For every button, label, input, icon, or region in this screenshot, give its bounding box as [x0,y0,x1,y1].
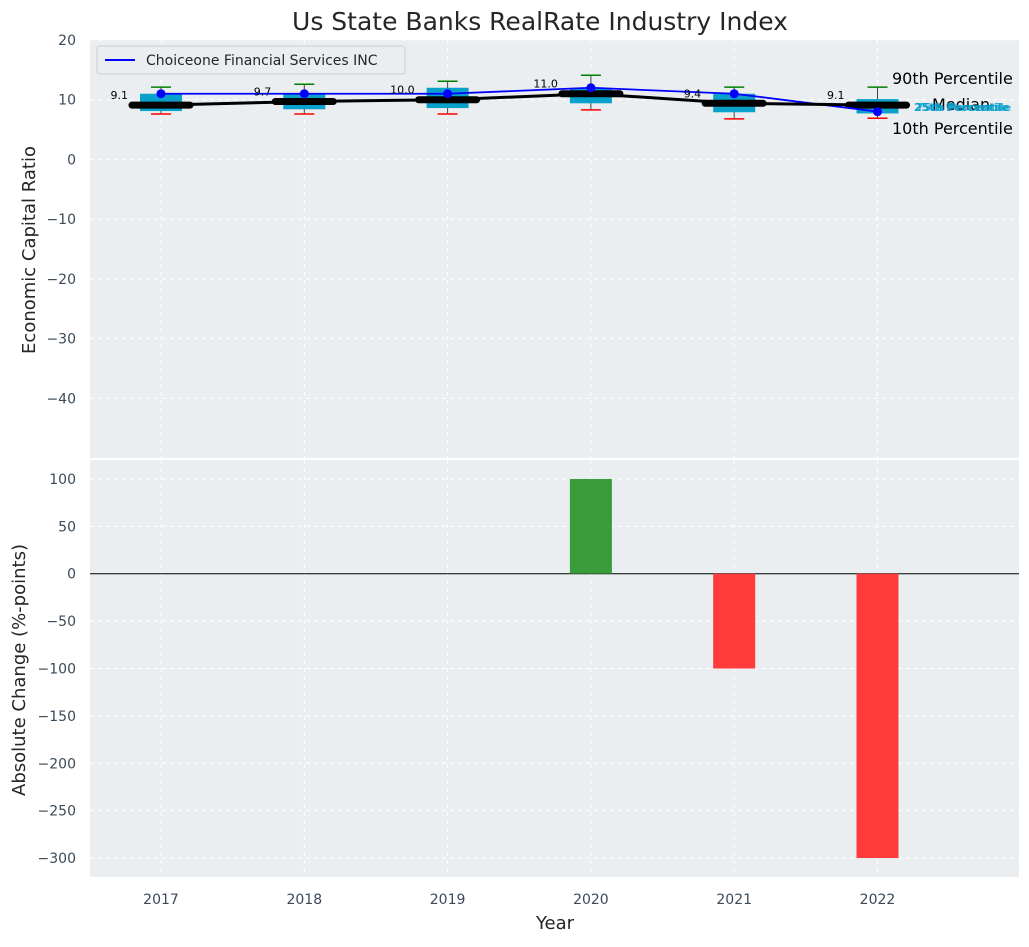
median-value-label: 9.4 [684,87,702,100]
chart-title: Us State Banks RealRate Industry Index [292,7,788,36]
bottom-y-tick-label: −100 [38,662,76,678]
x-tick-label: 2022 [860,892,896,908]
top-y-axis-label: Economic Capital Ratio [19,146,40,354]
top-y-tick-label: −10 [46,212,76,228]
marks-layer [90,74,1019,859]
bottom-y-tick-label: −50 [46,614,76,630]
text-layer: Us State Banks RealRate Industry Index E… [9,7,1013,934]
x-tick-label: 2018 [286,892,322,908]
bottom-y-tick-label: 50 [58,519,76,535]
series-point-choiceone [586,83,596,93]
median-value-label: 9.1 [111,89,129,102]
bottom-y-tick-label: 0 [67,567,76,583]
annotation-25th-percentile: 25th Percentile [914,101,1009,114]
series-point-choiceone [443,89,453,99]
bottom-y-tick-label: −250 [38,804,76,820]
series-line-choiceone [161,86,878,113]
annotation-median: Median [932,95,990,114]
legend: Choiceone Financial Services INC [96,45,406,75]
annotation-90th-percentile: 90th Percentile [892,69,1013,88]
median-value-label: 10.0 [390,84,415,97]
annotation-75th-percentile: 75th Percentile [916,101,1011,114]
median-value-label: 9.1 [827,89,845,102]
top-y-tick-label: 10 [58,93,76,109]
series-point-choiceone [299,89,309,99]
grid-layer [90,39,1019,877]
x-tick-label: 2019 [430,892,466,908]
change-bar [713,573,756,669]
x-tick-label: 2017 [143,892,179,908]
median-value-label: 9.7 [254,86,272,99]
top-y-tick-label: 0 [67,152,76,168]
series-line-median [160,92,878,107]
legend-label-choiceone: Choiceone Financial Services INC [146,53,378,69]
series-point-choiceone [873,107,882,117]
change-bar [569,478,612,574]
x-axis-label: Year [535,913,575,934]
top-y-tick-label: 20 [58,33,76,49]
annotation-10th-percentile: 10th Percentile [892,119,1013,138]
bottom-y-tick-label: −150 [38,709,76,725]
series-point-choiceone [729,89,739,99]
series-point-choiceone [156,89,166,99]
x-tick-label: 2020 [573,892,609,908]
bottom-y-tick-label: 100 [49,472,76,488]
bottom-y-axis-label: Absolute Change (%-points) [9,544,30,796]
change-bar [856,573,899,859]
top-y-tick-label: −30 [46,332,76,348]
bottom-y-tick-label: −200 [38,756,76,772]
top-y-tick-label: −40 [46,391,76,407]
median-value-label: 11.0 [533,78,558,91]
top-y-tick-label: −20 [46,272,76,288]
bottom-y-tick-label: −300 [38,851,76,867]
x-tick-label: 2021 [716,892,752,908]
